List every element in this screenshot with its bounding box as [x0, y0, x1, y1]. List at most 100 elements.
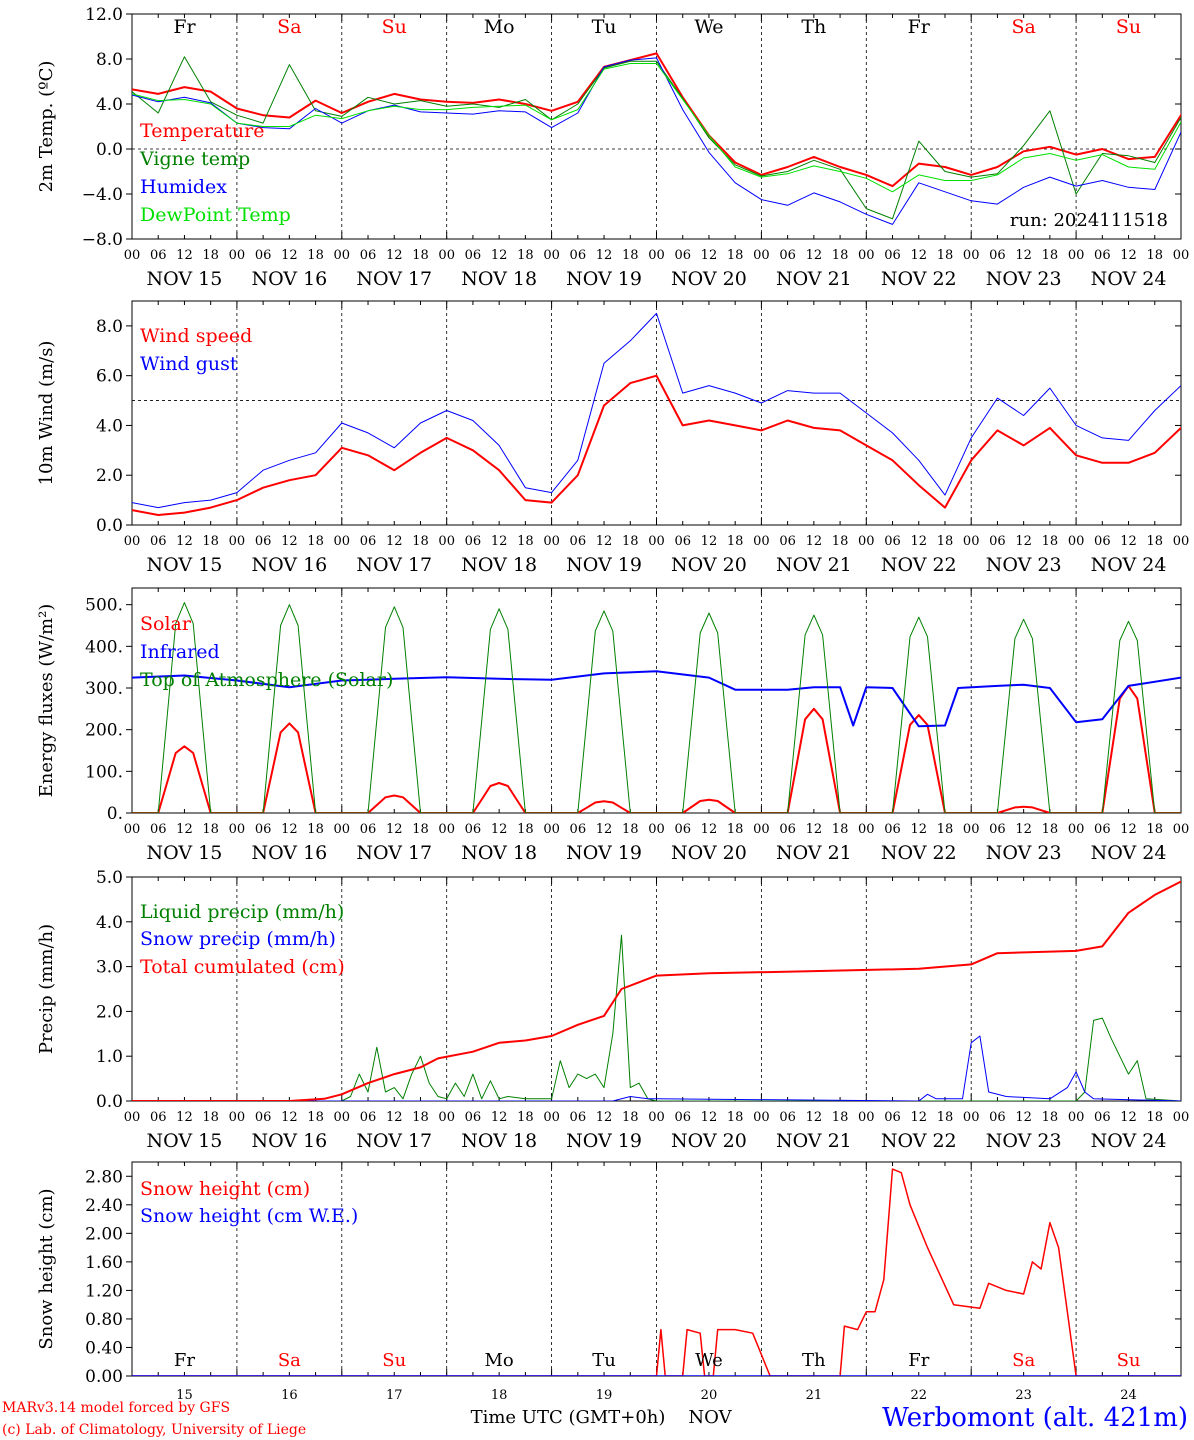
date-label: NOV 24: [1091, 1130, 1167, 1152]
day-number-label: 23: [1015, 1388, 1032, 1403]
hour-tick-label: 18: [937, 822, 954, 837]
legend-entry: Top of Atmosphere (Solar): [140, 669, 393, 691]
hour-tick-label: 18: [412, 822, 429, 837]
series-line: [132, 1168, 1181, 1376]
y-tick-label: 400.: [85, 637, 123, 657]
y-tick-label: 8.0: [96, 317, 123, 337]
hour-tick-label: 12: [1120, 534, 1137, 549]
hour-tick-label: 12: [491, 534, 508, 549]
hour-tick-label: 06: [1094, 534, 1111, 549]
y-tick-label: 2.40: [85, 1196, 123, 1216]
credit-lab: (c) Lab. of Climatology, University of L…: [2, 1422, 306, 1438]
hour-tick-label: 12: [701, 248, 718, 263]
weekday-label: Su: [382, 16, 407, 38]
hour-tick-label: 12: [386, 822, 403, 837]
hour-tick-label: 06: [674, 1110, 691, 1125]
day-number-label: 17: [386, 1388, 403, 1403]
weekday-label: Th: [801, 16, 826, 38]
legend-entry: Infrared: [140, 641, 220, 663]
y-tick-label: 6.0: [96, 367, 123, 387]
legend-entry: Humidex: [140, 176, 227, 198]
series-line: [132, 880, 1181, 1101]
hour-tick-label: 12: [176, 534, 193, 549]
hour-tick-label: 00: [858, 534, 875, 549]
y-tick-label: 1.60: [85, 1253, 123, 1273]
weekday-label: Mo: [484, 16, 515, 38]
hour-tick-label: 00: [858, 248, 875, 263]
hour-tick-label: 18: [412, 534, 429, 549]
hour-tick-label: 00: [753, 534, 770, 549]
hour-tick-label: 12: [701, 1110, 718, 1125]
hour-tick-label: 18: [622, 534, 639, 549]
hour-tick-label: 06: [570, 1110, 587, 1125]
y-tick-label: 2.0: [96, 466, 123, 486]
day-number-label: 19: [596, 1388, 613, 1403]
hour-tick-label: 06: [150, 248, 167, 263]
day-number-label: 21: [806, 1388, 823, 1403]
series-group: [132, 602, 1181, 813]
hour-tick-label: 00: [124, 822, 141, 837]
hour-tick-label: 18: [1042, 534, 1059, 549]
hour-tick-label: 00: [1068, 822, 1085, 837]
hour-tick-label: 18: [202, 1110, 219, 1125]
hour-tick-label: 12: [281, 1110, 298, 1125]
hour-tick-label: 06: [884, 1110, 901, 1125]
hour-tick-label: 12: [806, 534, 823, 549]
hour-tick-label: 12: [596, 822, 613, 837]
hour-tick-label: 06: [779, 1110, 796, 1125]
hour-tick-label: 18: [307, 822, 324, 837]
date-label: NOV 21: [776, 1130, 852, 1152]
hour-tick-label: 00: [858, 1110, 875, 1125]
series-line: [132, 602, 1181, 813]
date-label: NOV 19: [566, 842, 642, 864]
hour-tick-label: 06: [779, 822, 796, 837]
hour-tick-label: 06: [674, 822, 691, 837]
hour-tick-label: 12: [386, 248, 403, 263]
hour-tick-label: 12: [910, 1110, 927, 1125]
weekday-label: Sa: [277, 16, 301, 38]
hour-tick-label: 00: [229, 1110, 246, 1125]
weekday-label: Fr: [173, 16, 196, 38]
hour-tick-label: 18: [937, 534, 954, 549]
panel-1: 00 06 12 18 00 06 12 18 00 06 12 18 00 06 12 18 00 06 12 18…: [36, 5, 1190, 290]
y-axis-title: Energy fluxes (W/m²): [36, 604, 57, 798]
hour-tick-label: 12: [176, 248, 193, 263]
y-tick-label: 2.00: [85, 1224, 123, 1244]
date-label: NOV 17: [356, 1130, 432, 1152]
hour-tick-label: 12: [1015, 248, 1032, 263]
hour-tick-label: 00: [1173, 248, 1190, 263]
hour-tick-label: 12: [910, 822, 927, 837]
legend-entry: Wind speed: [140, 325, 252, 347]
y-axis-title: Snow height (cm): [36, 1188, 57, 1349]
date-label: NOV 21: [776, 268, 852, 290]
series-group: [132, 52, 1181, 225]
hour-tick-label: 18: [1042, 248, 1059, 263]
hour-tick-label: 06: [150, 1110, 167, 1125]
legend-entry: Snow height (cm): [140, 1178, 310, 1200]
hour-tick-label: 00: [858, 822, 875, 837]
hour-tick-label: 12: [281, 822, 298, 837]
hour-tick-label: 06: [360, 822, 377, 837]
weekday-label: Su: [1117, 1350, 1141, 1371]
hour-tick-label: 00: [1173, 822, 1190, 837]
series-line: [132, 934, 1181, 1101]
hour-tick-label: 12: [281, 534, 298, 549]
weekday-label: We: [694, 16, 723, 38]
y-tick-label: 1.0: [96, 1047, 123, 1067]
hour-tick-label: 12: [596, 248, 613, 263]
hour-tick-label: 00: [334, 248, 351, 263]
hour-tick-label: 00: [1068, 1110, 1085, 1125]
hour-tick-label: 12: [491, 248, 508, 263]
y-tick-label: 2.80: [85, 1167, 123, 1187]
hour-tick-label: 06: [884, 534, 901, 549]
hour-tick-label: 00: [963, 248, 980, 263]
date-label: NOV 24: [1091, 842, 1167, 864]
hour-tick-label: 18: [622, 822, 639, 837]
hour-tick-label: 06: [989, 1110, 1006, 1125]
date-label: NOV 17: [356, 842, 432, 864]
legend-entry: Vigne temp: [139, 148, 250, 170]
hour-tick-label: 18: [202, 534, 219, 549]
hour-tick-label: 18: [832, 822, 849, 837]
hour-tick-label: 18: [202, 822, 219, 837]
y-tick-label: 200.: [85, 721, 123, 741]
